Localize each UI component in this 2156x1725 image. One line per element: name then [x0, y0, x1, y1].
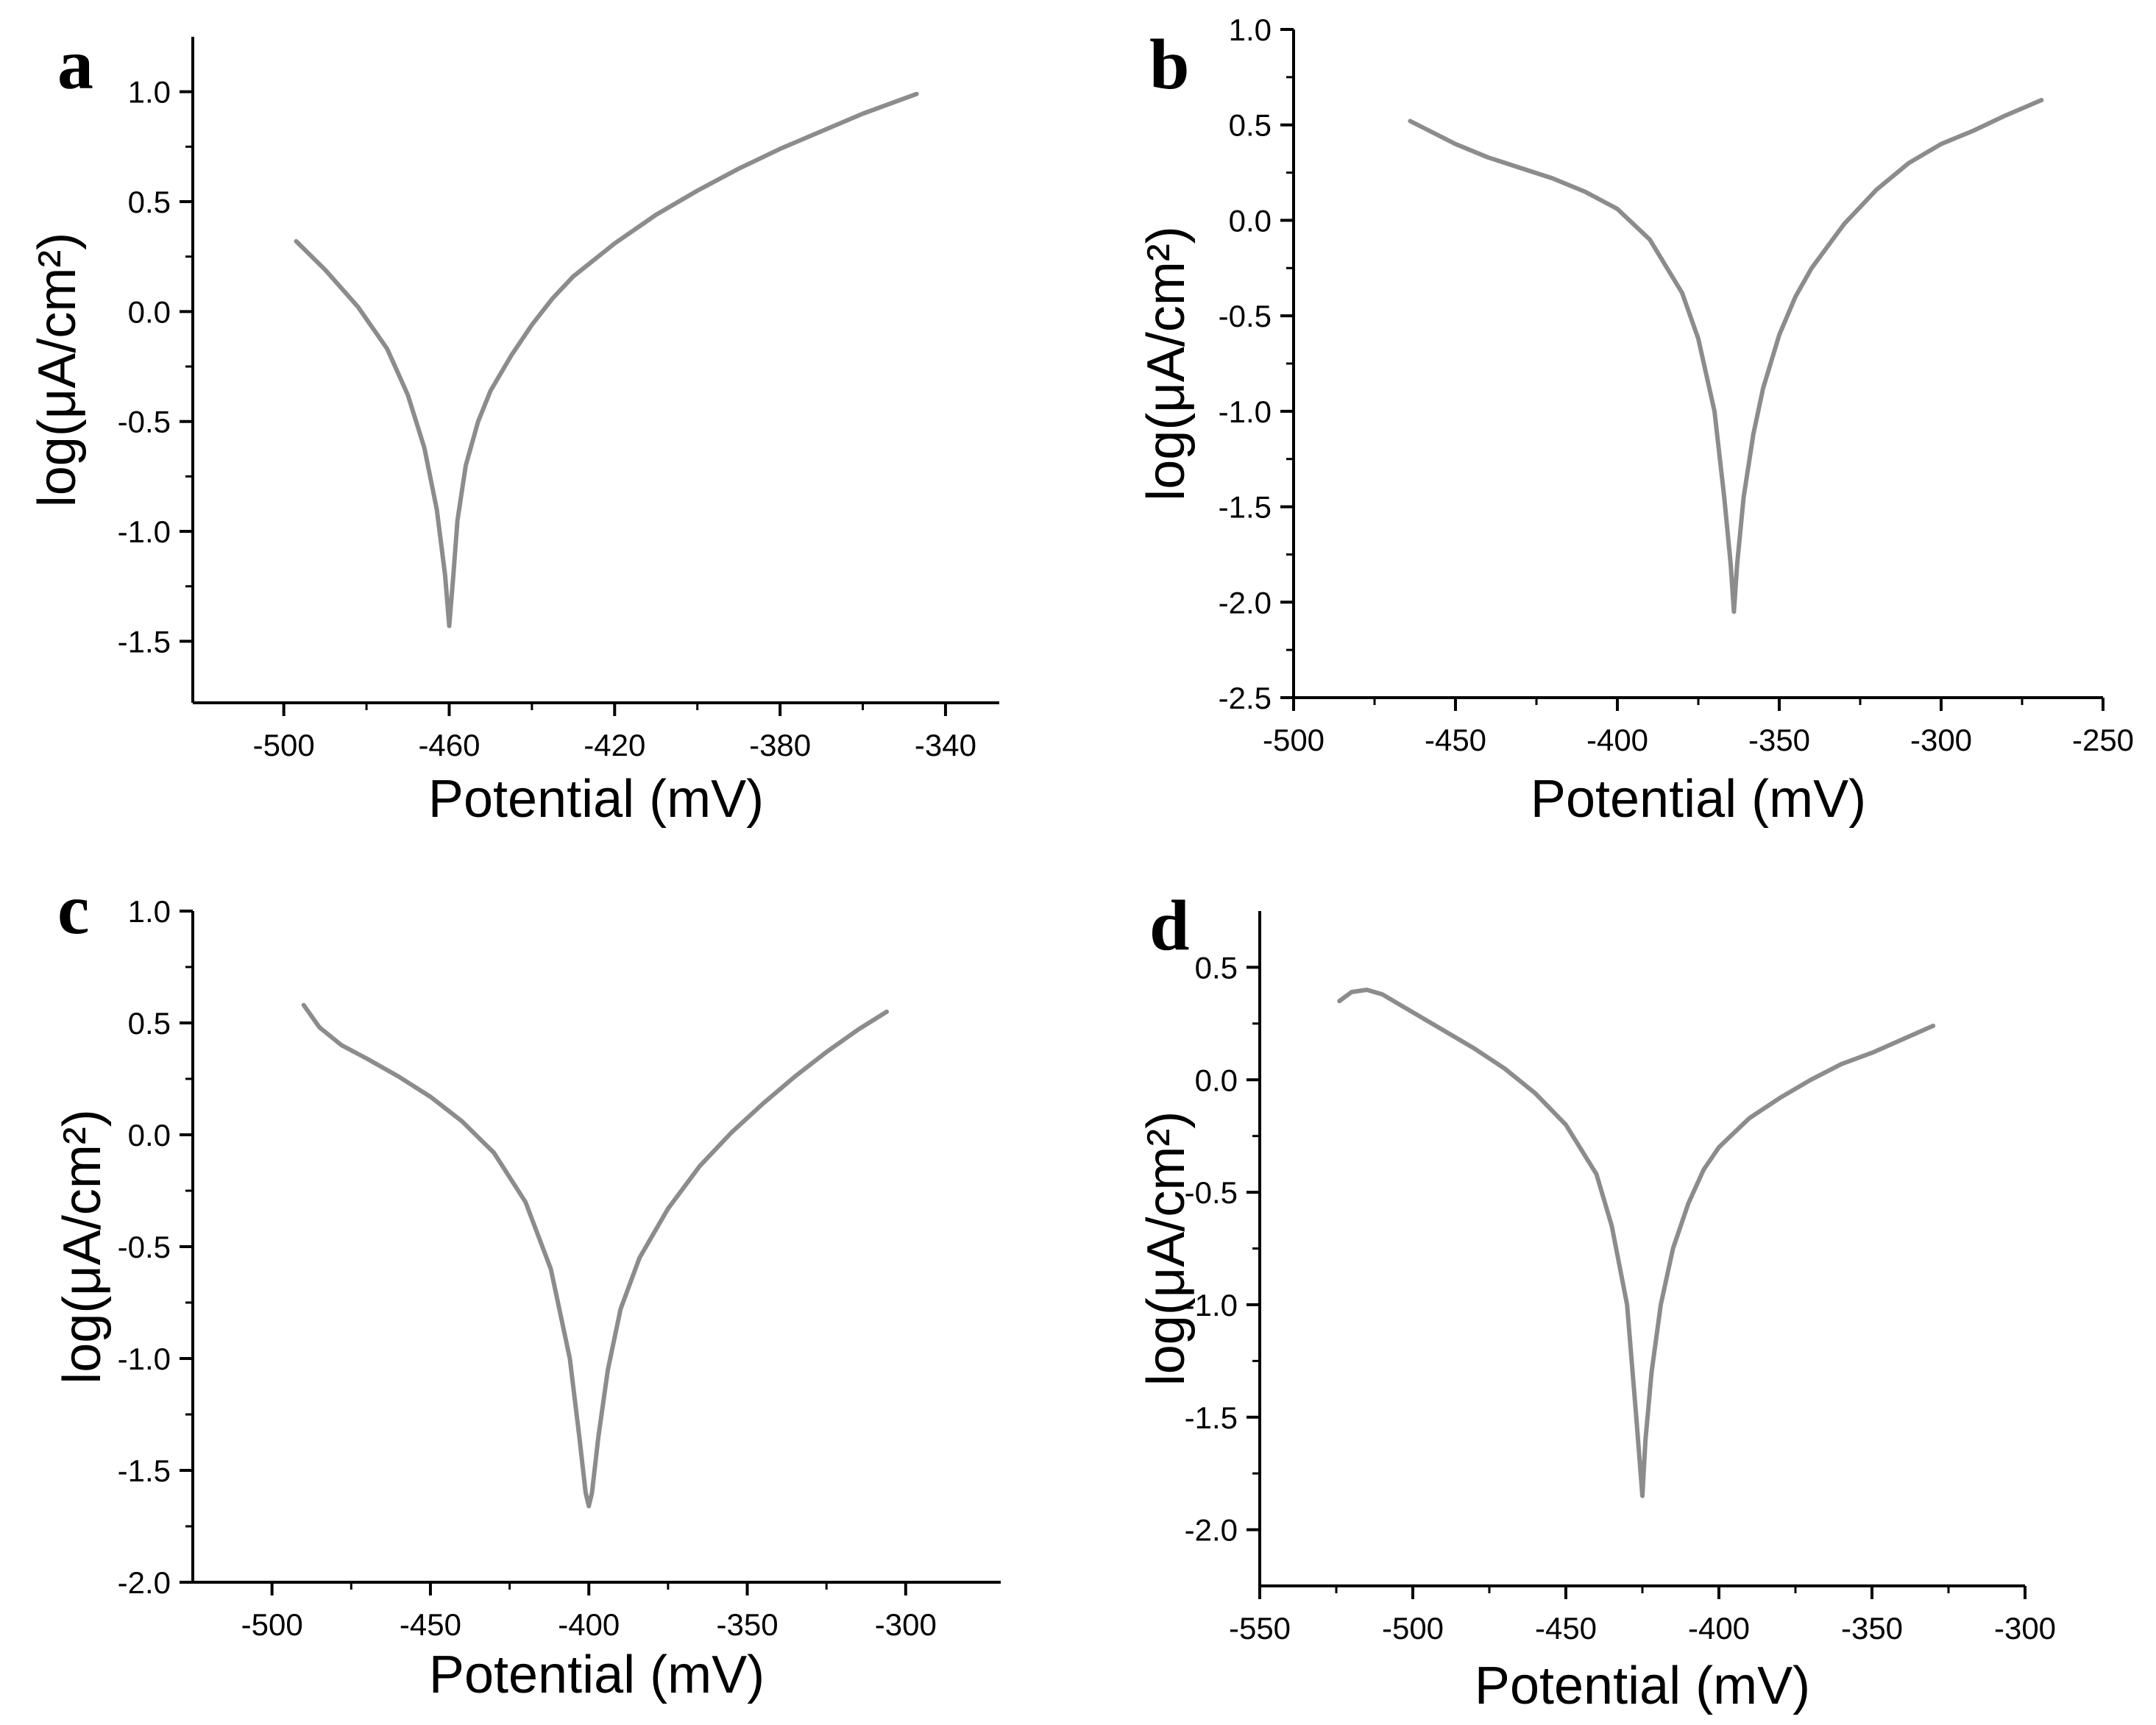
series-line-a	[294, 91, 919, 628]
series-line-d	[1337, 988, 1936, 1498]
x-tick-label: -400	[558, 1607, 620, 1642]
x-tick-label: -450	[1535, 1611, 1597, 1646]
panel-letter: d	[1149, 886, 1190, 966]
y-axis-title: log(μA/cm²)	[53, 1109, 112, 1384]
y-tick-label: 0.5	[128, 1006, 171, 1041]
x-tick-label: -400	[1688, 1611, 1750, 1646]
y-tick-label: 0.0	[1229, 203, 1272, 238]
y-tick-label: -2.0	[118, 1565, 171, 1600]
y-tick-label: -1.0	[1185, 1288, 1238, 1322]
x-tick-label: -380	[749, 728, 811, 762]
y-tick-label: 0.5	[128, 185, 171, 219]
x-tick-label: -500	[241, 1607, 303, 1642]
x-tick-label: -450	[400, 1607, 461, 1642]
x-tick-label: -420	[584, 728, 645, 762]
y-tick-label: -1.5	[118, 624, 171, 659]
y-tick-label: 0.0	[128, 1118, 171, 1152]
y-tick-label: -2.0	[1219, 585, 1272, 620]
x-tick-label: -350	[716, 1607, 778, 1642]
y-tick-label: -0.5	[1219, 299, 1272, 333]
y-tick-label: 1.0	[1229, 13, 1272, 47]
y-tick-label: -1.5	[1185, 1400, 1238, 1435]
chart-panel-c: -500 -450 -400 -350 -300 -2.0 -1.5 -1.0 -0.5 0.0 0…	[53, 870, 1001, 1704]
y-tick-label: -1.0	[118, 1342, 171, 1376]
x-tick-label: -350	[1748, 723, 1810, 757]
x-tick-label: -500	[253, 728, 315, 762]
chart-panel-b: -500 -450 -400 -350 -300 -250 -2.5 -2.0 -1.5 -1.0…	[1137, 13, 2134, 829]
y-tick-label: -1.0	[118, 514, 171, 549]
x-tick-label: -300	[1910, 723, 1972, 757]
y-tick-label: 1.0	[128, 894, 171, 929]
y-tick-label: 0.0	[1195, 1063, 1238, 1097]
y-tick-label: -1.5	[118, 1453, 171, 1488]
x-tick-label: -250	[2072, 723, 2134, 757]
x-tick-label: -300	[1994, 1611, 2056, 1646]
x-tick-label: -550	[1229, 1611, 1291, 1646]
y-tick-label: -2.0	[1185, 1513, 1238, 1548]
x-axis-title: Potential (mV)	[1531, 770, 1866, 829]
y-tick-label: 1.0	[128, 75, 171, 110]
panel-letter: c	[57, 870, 90, 949]
y-tick-label: -1.0	[1219, 394, 1272, 429]
y-tick-label: -0.5	[118, 405, 171, 439]
chart-panel-a: -500 -460 -420 -380 -340 -1.5 -1.0 -0.5 0.0 0.5 1.…	[28, 25, 999, 829]
series-line-b	[1408, 98, 2044, 614]
x-tick-label: -350	[1841, 1611, 1903, 1646]
chart-panel-d: -550 -500 -450 -400 -350 -300 -2.0 -1.5 -1.0 -0.5…	[1137, 886, 2056, 1715]
x-tick-label: -300	[875, 1607, 937, 1642]
x-tick-label: -460	[418, 728, 480, 762]
y-axis-title: log(μA/cm²)	[1137, 226, 1196, 501]
x-axis-title: Potential (mV)	[428, 770, 764, 829]
series-line-c	[301, 1002, 889, 1509]
panel-letter: b	[1149, 25, 1190, 105]
y-tick-label: -1.5	[1219, 490, 1272, 525]
x-tick-label: -450	[1425, 723, 1486, 757]
y-tick-label: -0.5	[118, 1230, 171, 1264]
y-tick-label: 0.5	[1229, 108, 1272, 143]
panel-letter: a	[57, 25, 93, 105]
x-tick-label: -500	[1263, 723, 1325, 757]
x-tick-label: -500	[1382, 1611, 1444, 1646]
y-tick-label: -2.5	[1219, 681, 1272, 715]
x-axis-title: Potential (mV)	[429, 1646, 765, 1704]
y-tick-label: 0.0	[128, 294, 171, 329]
y-tick-label: -0.5	[1185, 1175, 1238, 1210]
x-axis-title: Potential (mV)	[1475, 1657, 1810, 1715]
y-axis-title: log(μA/cm²)	[1137, 1111, 1196, 1386]
y-tick-label: 0.5	[1195, 950, 1238, 985]
y-axis-title: log(μA/cm²)	[28, 233, 87, 508]
x-tick-label: -340	[915, 728, 976, 762]
x-tick-label: -400	[1586, 723, 1648, 757]
